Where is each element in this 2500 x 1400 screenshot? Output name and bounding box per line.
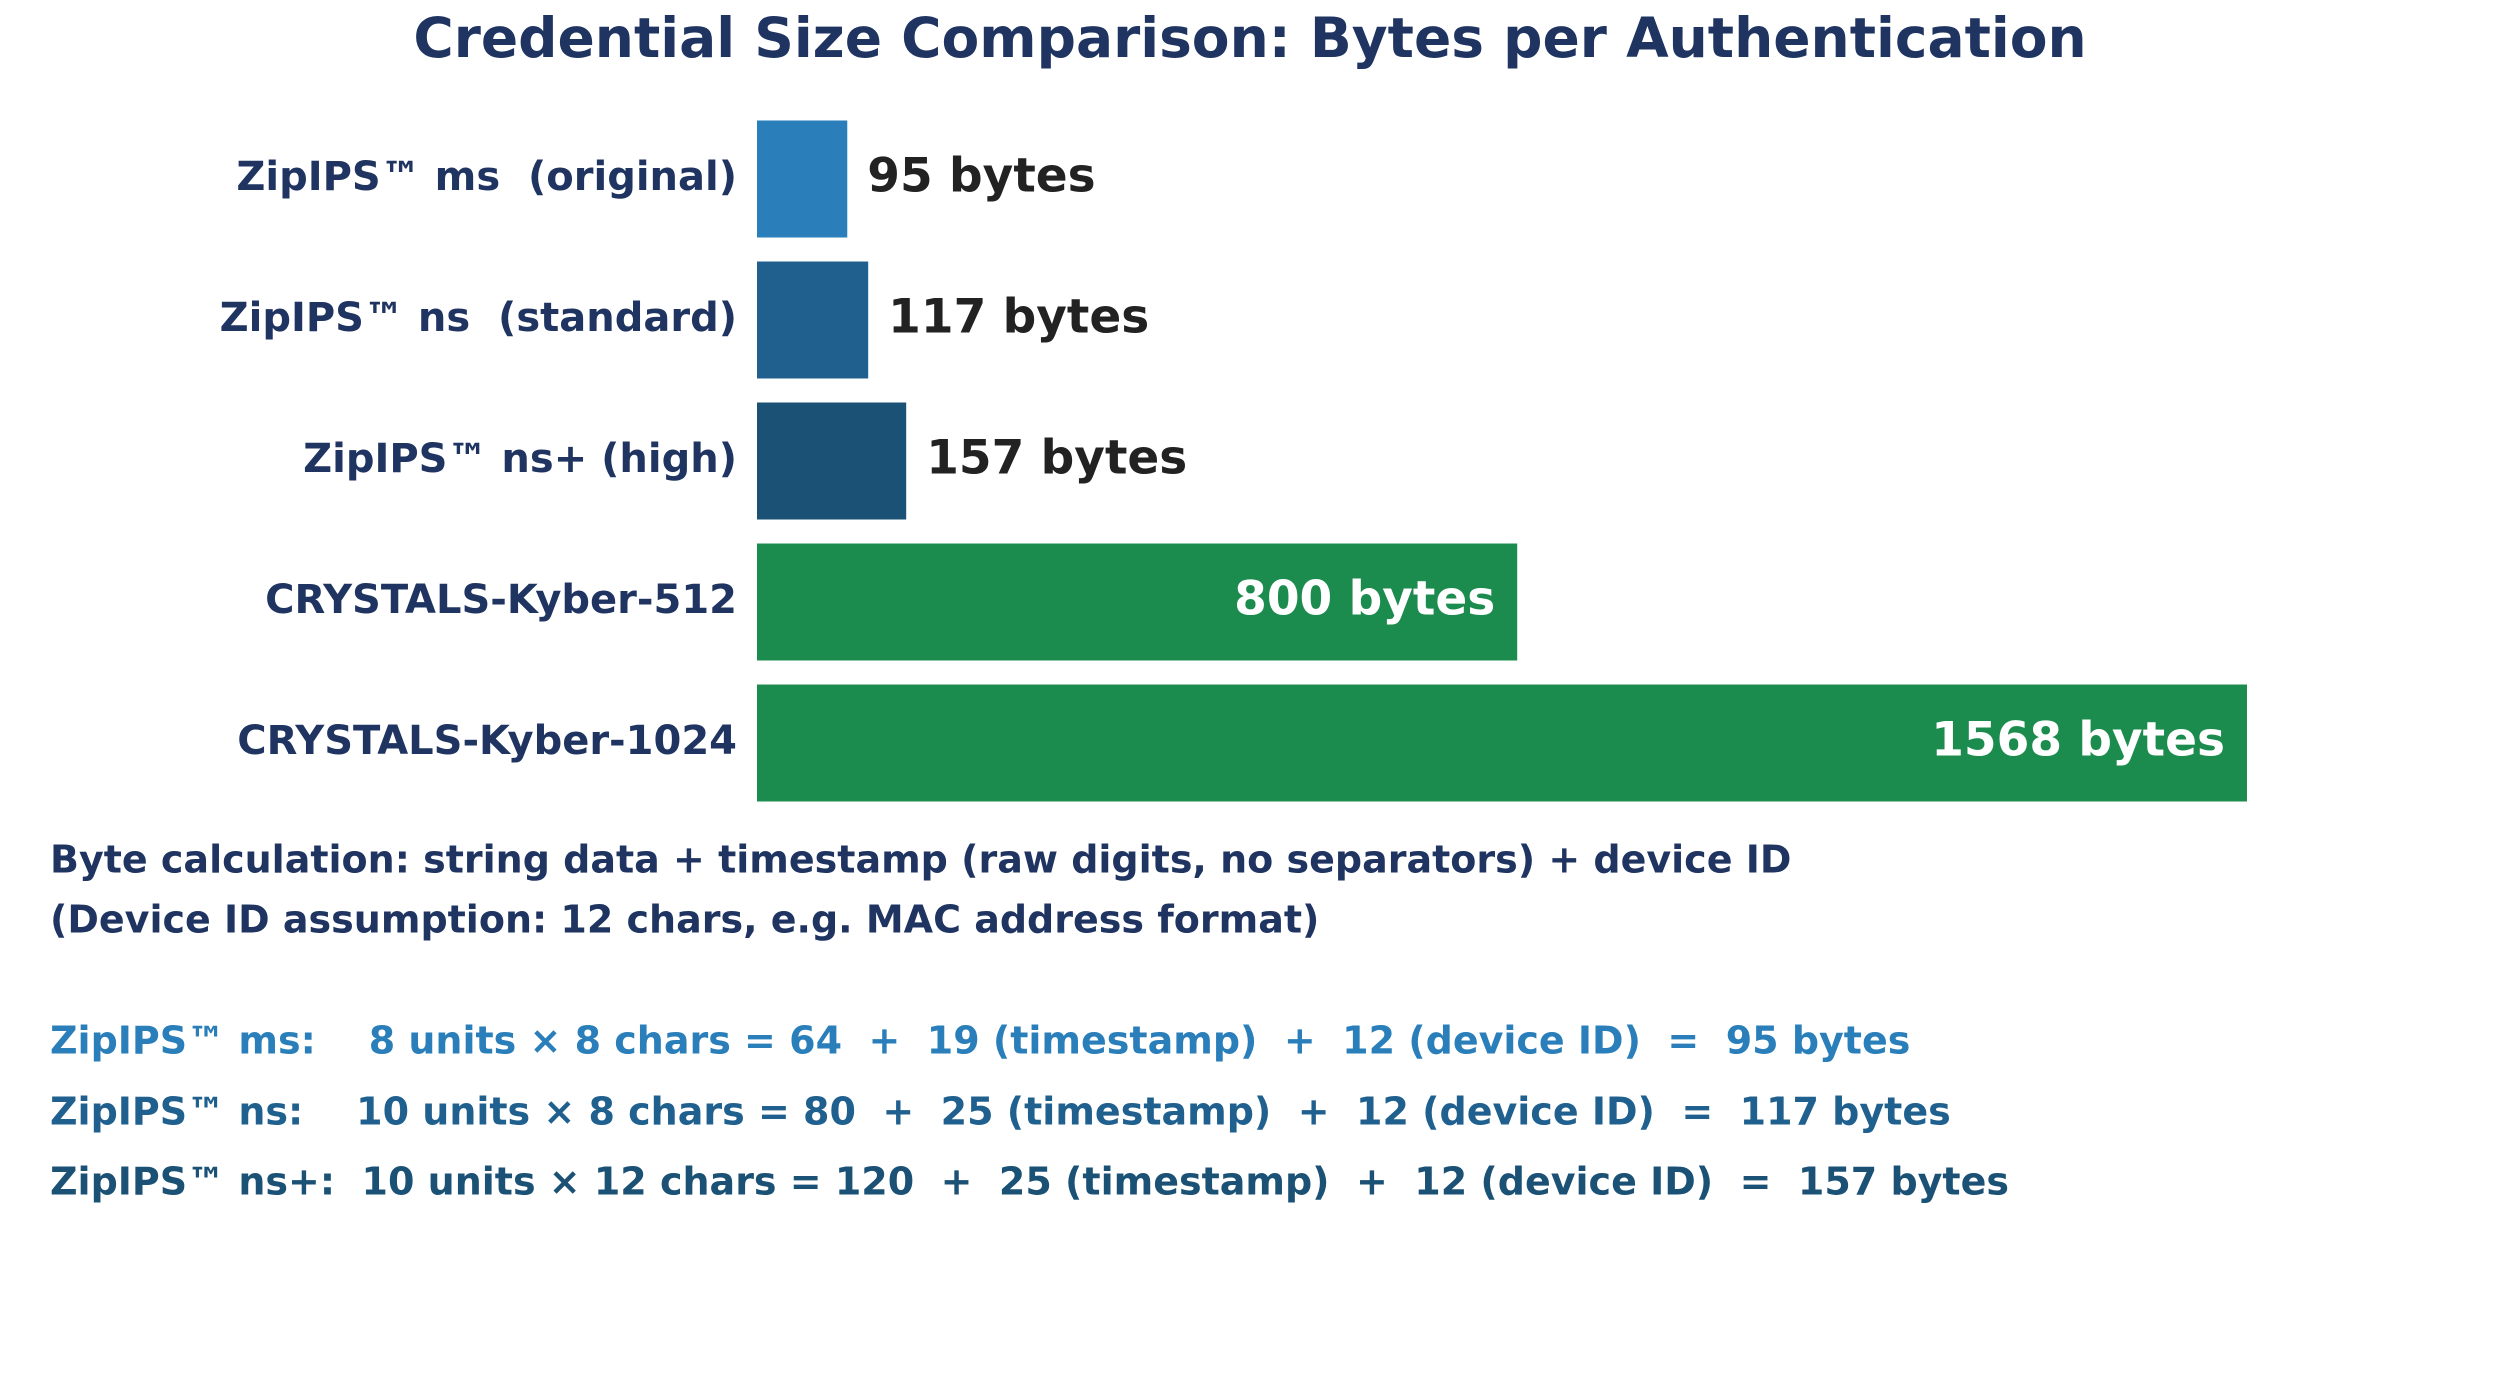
category-label: ZipIPS™ ns+ (high)	[303, 436, 737, 482]
bar-2	[757, 402, 907, 520]
bar-1	[757, 261, 869, 379]
byte-calculation-note: (Device ID assumption: 12 chars, e.g. MA…	[50, 898, 1319, 942]
bar-3	[757, 543, 1518, 661]
value-label: 800 bytes	[1234, 572, 1495, 627]
bar-0	[757, 120, 848, 238]
calculation-line: ZipIPS™ ns: 10 units × 8 chars = 80 + 25…	[50, 1090, 1951, 1134]
category-labels: ZipIPS™ ms (original) ZipIPS™ ns (standar…	[220, 154, 737, 764]
byte-calculation-note: Byte calculation: string data + timestam…	[50, 838, 1791, 882]
bars-group	[757, 120, 2247, 802]
value-label: 95 bytes	[867, 149, 1095, 204]
calculation-line: ZipIPS™ ms: 8 units × 8 chars = 64 + 19 …	[50, 1019, 1910, 1063]
category-label: ZipIPS™ ns (standard)	[220, 295, 737, 341]
value-label: 117 bytes	[888, 290, 1149, 345]
calculation-line: ZipIPS™ ns+: 10 units × 12 chars = 120 +…	[50, 1160, 2009, 1204]
category-label: CRYSTALS-Kyber-1024	[237, 718, 737, 764]
category-label: CRYSTALS-Kyber-512	[265, 577, 737, 623]
calculation-notes: Byte calculation: string data + timestam…	[50, 838, 2009, 1204]
category-label: ZipIPS™ ms (original)	[236, 154, 737, 200]
value-label: 157 bytes	[926, 431, 1187, 486]
chart-title: Credential Size Comparison: Bytes per Au…	[413, 6, 2086, 70]
bar-4	[757, 684, 2247, 802]
value-labels: 95 bytes 117 bytes 157 bytes 800 bytes 1568 …	[867, 149, 2225, 768]
value-label: 1568 bytes	[1931, 713, 2225, 768]
